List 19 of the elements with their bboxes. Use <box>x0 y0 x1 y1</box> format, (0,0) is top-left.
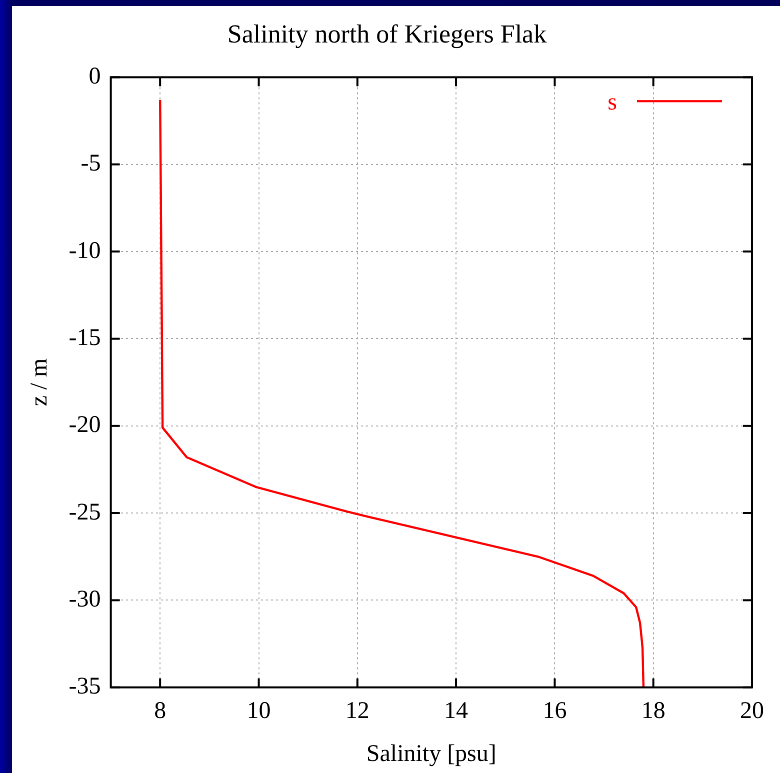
x-tick-label: 16 <box>542 698 567 724</box>
y-tick-label: -15 <box>68 325 101 352</box>
x-tick-label: 14 <box>444 698 468 724</box>
x-axis-title: Salinity [psu] <box>366 740 496 767</box>
x-tick-label: 10 <box>246 698 271 724</box>
y-tick-label: -25 <box>68 499 101 526</box>
x-tick-label: 12 <box>345 698 370 724</box>
y-tick-label: -30 <box>68 586 101 613</box>
y-tick-label: -20 <box>68 412 101 438</box>
x-tick-label: 18 <box>641 698 666 724</box>
y-tick-label: 0 <box>88 63 101 90</box>
y-tick-label: -35 <box>68 674 101 700</box>
y-axis-title: z / m <box>26 358 53 406</box>
x-tick-label: 8 <box>154 698 166 724</box>
x-tick-label: 20 <box>740 698 764 724</box>
y-tick-label: -10 <box>68 238 101 264</box>
legend-label: s <box>608 89 617 116</box>
chart-title: Salinity north of Kriegers Flak <box>227 19 547 48</box>
y-tick-label: -5 <box>80 150 101 177</box>
